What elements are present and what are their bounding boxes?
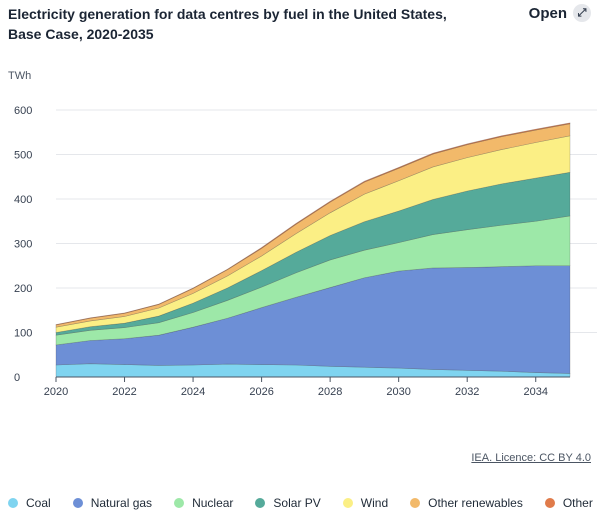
legend-swatch <box>410 498 421 508</box>
licence-link[interactable]: IEA. Licence: CC BY 4.0 <box>471 452 591 464</box>
area-other <box>55 122 571 326</box>
legend-swatch <box>174 498 185 508</box>
legend-label: Other renewables <box>428 496 523 510</box>
y-tick-label: 400 <box>14 194 32 206</box>
x-tick-label: 2034 <box>523 386 547 398</box>
legend-label: Nuclear <box>192 496 234 510</box>
legend-swatch <box>342 498 353 508</box>
area-nuclear <box>55 215 571 346</box>
open-label: Open <box>528 4 567 22</box>
legend-swatch <box>8 498 18 508</box>
y-tick-label: 300 <box>14 239 32 251</box>
chart-legend: Coal Natural gas Nuclear Solar PV Wind Other … <box>8 496 593 510</box>
legend-label: Wind <box>360 496 389 510</box>
legend-item-natural-gas[interactable]: Natural gas <box>72 496 153 510</box>
legend-item-nuclear[interactable]: Nuclear <box>174 496 233 510</box>
legend-label: Coal <box>26 496 51 510</box>
legend-item-other[interactable]: Other <box>544 496 593 510</box>
legend-item-wind[interactable]: Wind <box>342 496 389 510</box>
y-tick-label: 500 <box>14 150 32 162</box>
chart-title: Electricity generation for data centres … <box>8 6 447 42</box>
legend-label: Other <box>562 496 593 510</box>
legend-item-solar-pv[interactable]: Solar PV <box>255 496 321 510</box>
legend-swatch <box>544 498 555 508</box>
area-natural-gas <box>55 265 571 374</box>
legend-swatch <box>255 498 266 508</box>
legend-item-coal[interactable]: Coal <box>8 496 51 510</box>
x-tick-label: 2032 <box>455 386 479 398</box>
y-axis-unit: TWh <box>8 70 32 82</box>
open-button[interactable]: Open ⤢ <box>529 4 591 22</box>
x-tick-label: 2020 <box>44 386 68 398</box>
legend-label: Natural gas <box>90 496 153 510</box>
legend-swatch <box>72 498 83 508</box>
y-tick-label: 0 <box>14 372 20 384</box>
x-tick-label: 2026 <box>249 386 273 398</box>
x-tick-label: 2022 <box>112 386 136 398</box>
x-tick-label: 2028 <box>318 386 342 398</box>
chart-plot: 0 100 200 300 400 500 600 2020 2022 2024 2026 2028 2… <box>14 105 597 398</box>
y-tick-label: 600 <box>14 105 32 117</box>
x-tick-label: 2024 <box>181 386 205 398</box>
y-tick-label: 100 <box>14 328 32 340</box>
y-tick-label: 200 <box>14 283 32 295</box>
area-solar-pv <box>55 171 571 336</box>
legend-label: Solar PV <box>273 496 321 510</box>
legend-item-other-renewables[interactable]: Other renewables <box>410 496 523 510</box>
x-tick-label: 2030 <box>386 386 410 398</box>
expand-arrows-icon: ⤢ <box>573 4 591 22</box>
